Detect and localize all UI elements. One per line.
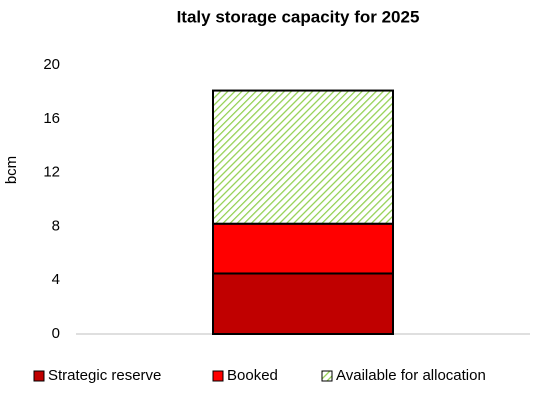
bar-segment xyxy=(212,89,394,225)
legend-marker xyxy=(33,370,45,382)
bar-segment xyxy=(212,272,394,336)
y-tick-label: 12 xyxy=(43,164,60,181)
y-tick-label: 0 xyxy=(52,325,60,342)
legend-label: Available for allocation xyxy=(336,367,486,384)
legend-marker xyxy=(212,370,224,382)
y-tick-label: 8 xyxy=(52,217,60,234)
y-axis-label: bcm xyxy=(3,156,20,184)
legend-label: Strategic reserve xyxy=(48,367,161,384)
legend-marker xyxy=(321,370,333,382)
chart-title: Italy storage capacity for 2025 xyxy=(177,7,420,26)
y-tick-label: 4 xyxy=(52,271,60,288)
bar-segment xyxy=(212,222,394,275)
y-tick-label: 16 xyxy=(43,110,60,127)
legend-label: Booked xyxy=(227,367,278,384)
y-tick-label: 20 xyxy=(43,56,60,73)
